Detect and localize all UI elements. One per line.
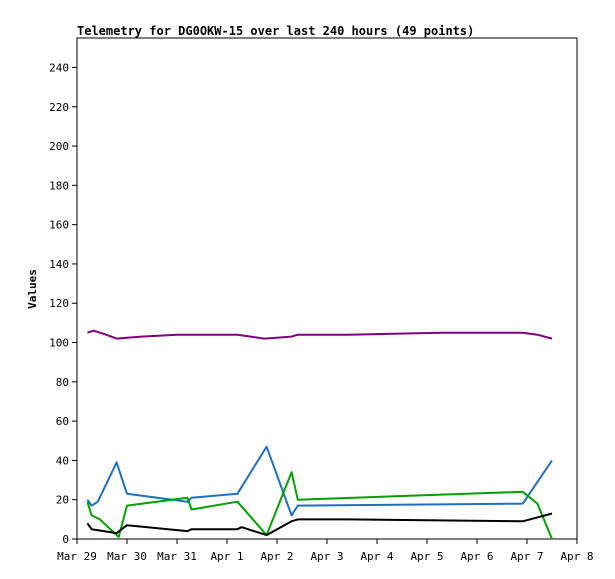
x-tick-label-1: Mar 30 — [107, 550, 147, 563]
x-tick-label-7: Apr 5 — [410, 550, 443, 563]
y-tick-label-180: 180 — [49, 179, 69, 192]
y-tick-label-120: 120 — [49, 297, 69, 310]
x-tick-label-6: Apr 4 — [360, 550, 393, 563]
y-tick-label-140: 140 — [49, 258, 69, 271]
x-tick-label-3: Apr 1 — [210, 550, 243, 563]
y-tick-label-100: 100 — [49, 337, 69, 350]
series-line-2 — [86, 471, 553, 540]
y-tick-label-240: 240 — [49, 61, 69, 74]
series-line-1 — [86, 445, 553, 517]
y-tick-label-60: 60 — [56, 415, 69, 428]
y-axis-label: Values — [26, 269, 39, 309]
series-line-3 — [86, 512, 553, 537]
x-tick-label-5: Apr 3 — [310, 550, 343, 563]
x-tick-label-0: Mar 29 — [57, 550, 97, 563]
y-tick-label-80: 80 — [56, 376, 69, 389]
y-tick-label-200: 200 — [49, 140, 69, 153]
chart-title: Telemetry for DG0OKW-15 over last 240 ho… — [77, 24, 474, 38]
y-axis: 0 20 40 60 80 100 120 140 160 180 200 220 240 — [49, 61, 77, 546]
series-layer — [86, 329, 553, 540]
series-line-0 — [87, 329, 553, 340]
x-tick-label-4: Apr 2 — [260, 550, 293, 563]
y-tick-label-220: 220 — [49, 101, 69, 114]
x-tick-label-2: Mar 31 — [157, 550, 197, 563]
x-tick-label-8: Apr 6 — [460, 550, 493, 563]
y-tick-label-160: 160 — [49, 219, 69, 232]
x-tick-label-9: Apr 7 — [510, 550, 543, 563]
y-tick-label-40: 40 — [56, 454, 69, 467]
y-tick-label-0: 0 — [62, 533, 69, 546]
plot-frame — [76, 37, 578, 540]
x-axis: Mar 29 Mar 30 Mar 31 Apr 1 Apr 2 Apr 3 Apr 4 Ap… — [57, 539, 594, 563]
x-tick-label-10: Apr 8 — [560, 550, 593, 563]
y-tick-label-20: 20 — [56, 494, 69, 507]
